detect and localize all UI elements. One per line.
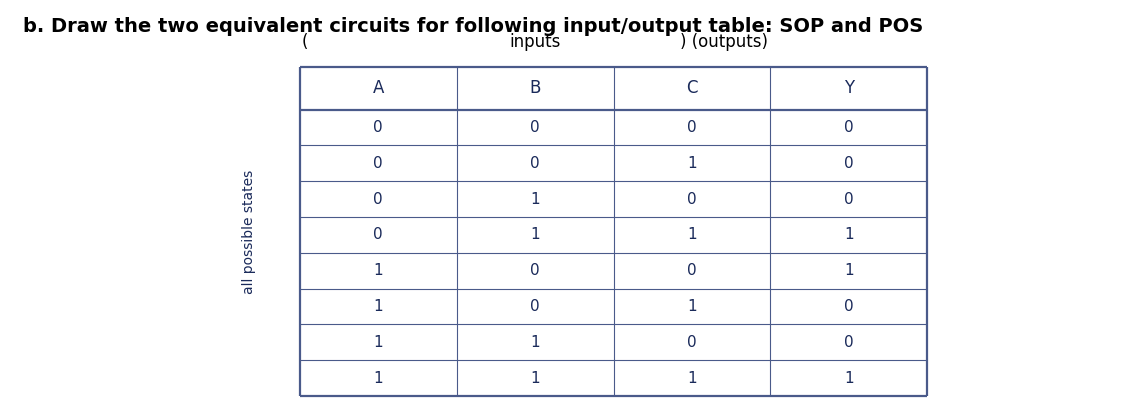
Text: 0: 0: [844, 120, 854, 135]
Text: 1: 1: [844, 371, 854, 386]
Text: 1: 1: [373, 299, 383, 314]
Text: 0: 0: [530, 156, 539, 171]
Text: 0: 0: [844, 299, 854, 314]
Text: inputs: inputs: [509, 33, 561, 51]
Text: 1: 1: [530, 335, 539, 350]
Text: 0: 0: [530, 120, 539, 135]
Text: 1: 1: [688, 371, 697, 386]
Text: 0: 0: [688, 191, 697, 206]
Text: 1: 1: [530, 227, 539, 242]
Text: 1: 1: [688, 227, 697, 242]
Text: 0: 0: [530, 299, 539, 314]
Text: 0: 0: [688, 263, 697, 278]
Text: 0: 0: [844, 335, 854, 350]
Text: 0: 0: [688, 120, 697, 135]
Text: A: A: [372, 79, 383, 97]
Text: 0: 0: [844, 191, 854, 206]
Text: 0: 0: [530, 263, 539, 278]
Text: all possible states: all possible states: [242, 169, 256, 294]
Text: 0: 0: [373, 227, 383, 242]
Text: 0: 0: [373, 191, 383, 206]
Text: (: (: [302, 33, 309, 51]
Text: 1: 1: [373, 263, 383, 278]
Text: 1: 1: [688, 156, 697, 171]
Text: 1: 1: [373, 335, 383, 350]
Text: 1: 1: [373, 371, 383, 386]
Text: 0: 0: [373, 156, 383, 171]
Text: 1: 1: [844, 263, 854, 278]
Text: B: B: [529, 79, 541, 97]
Text: ) (outputs): ) (outputs): [680, 33, 768, 51]
Text: 1: 1: [844, 227, 854, 242]
Text: b. Draw the two equivalent circuits for following input/output table: SOP and PO: b. Draw the two equivalent circuits for …: [23, 17, 923, 36]
Text: Y: Y: [844, 79, 854, 97]
Text: 0: 0: [688, 335, 697, 350]
Text: C: C: [687, 79, 698, 97]
Text: 0: 0: [373, 120, 383, 135]
Text: 0: 0: [844, 156, 854, 171]
Text: 1: 1: [530, 191, 539, 206]
Text: 1: 1: [530, 371, 539, 386]
Text: 1: 1: [688, 299, 697, 314]
